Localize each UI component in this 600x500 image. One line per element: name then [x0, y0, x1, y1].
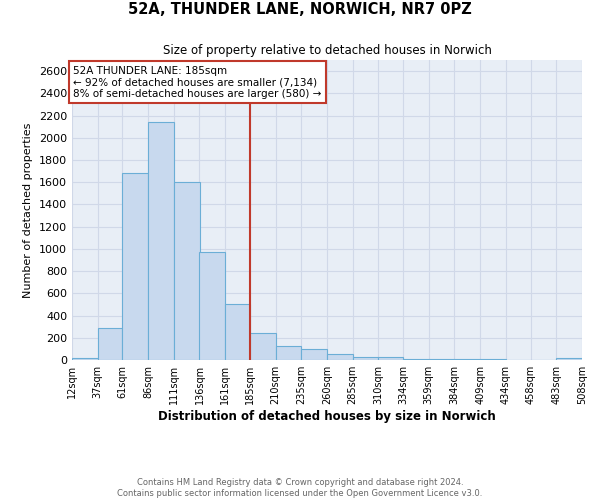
- Bar: [353, 356, 379, 360]
- Bar: [199, 252, 225, 360]
- Text: 52A THUNDER LANE: 185sqm
← 92% of detached houses are smaller (7,134)
8% of semi: 52A THUNDER LANE: 185sqm ← 92% of detach…: [73, 66, 322, 99]
- Bar: [98, 328, 122, 360]
- Title: Size of property relative to detached houses in Norwich: Size of property relative to detached ho…: [163, 44, 491, 58]
- Text: Contains HM Land Registry data © Crown copyright and database right 2024.
Contai: Contains HM Land Registry data © Crown c…: [118, 478, 482, 498]
- Bar: [72, 358, 98, 360]
- Bar: [301, 349, 327, 360]
- Bar: [275, 346, 301, 360]
- Bar: [225, 304, 250, 360]
- Bar: [122, 174, 148, 360]
- Bar: [379, 357, 403, 360]
- X-axis label: Distribution of detached houses by size in Norwich: Distribution of detached houses by size …: [158, 410, 496, 423]
- Text: 52A, THUNDER LANE, NORWICH, NR7 0PZ: 52A, THUNDER LANE, NORWICH, NR7 0PZ: [128, 2, 472, 18]
- Bar: [403, 359, 429, 360]
- Bar: [429, 359, 455, 360]
- Bar: [556, 358, 582, 360]
- Bar: [148, 122, 174, 360]
- Y-axis label: Number of detached properties: Number of detached properties: [23, 122, 34, 298]
- Bar: [250, 333, 275, 360]
- Bar: [174, 182, 199, 360]
- Bar: [327, 354, 353, 360]
